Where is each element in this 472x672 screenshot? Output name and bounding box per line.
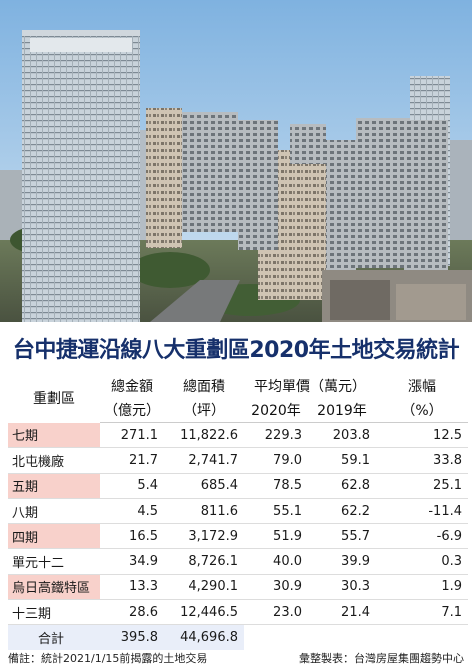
header-amount-line1: 總金額 bbox=[111, 379, 153, 395]
cell-area: 8,726.1 bbox=[164, 548, 244, 575]
total-blank bbox=[244, 624, 308, 650]
land-transaction-table: 重劃區 總金額 總面積 平均單價（萬元） 漲幅 （億元） （坪） 2020年 2… bbox=[8, 374, 468, 650]
cell-change: 25.1 bbox=[376, 473, 468, 499]
cell-price-2019: 59.1 bbox=[308, 447, 376, 474]
cell-amount: 16.5 bbox=[100, 523, 164, 550]
cell-price-2020: 23.0 bbox=[244, 599, 308, 626]
table-row: 烏日高鐵特區 13.3 4,290.1 30.9 30.3 1.9 bbox=[8, 574, 468, 601]
table-row: 北屯機廠 21.7 2,741.7 79.0 59.1 33.8 bbox=[8, 447, 468, 474]
cell-amount: 28.6 bbox=[100, 599, 164, 626]
cell-price-2020: 55.1 bbox=[244, 498, 308, 525]
cell-district: 七期 bbox=[8, 422, 100, 449]
cell-amount: 34.9 bbox=[100, 548, 164, 575]
header-year-2019: 2019年 bbox=[308, 398, 376, 423]
cell-area: 4,290.1 bbox=[164, 574, 244, 601]
cell-price-2020: 40.0 bbox=[244, 548, 308, 575]
total-blank bbox=[308, 624, 376, 650]
cell-change: 12.5 bbox=[376, 422, 468, 449]
total-row: 合計 395.8 44,696.8 bbox=[8, 624, 468, 650]
table-row: 五期 5.4 685.4 78.5 62.8 25.1 bbox=[8, 473, 468, 499]
cell-price-2020: 30.9 bbox=[244, 574, 308, 601]
header-district: 重劃區 bbox=[33, 391, 75, 408]
cell-price-2020: 229.3 bbox=[244, 422, 308, 449]
total-blank bbox=[376, 624, 468, 650]
cell-price-2019: 62.2 bbox=[308, 498, 376, 525]
city-skyline-photo bbox=[0, 0, 472, 322]
cell-area: 12,446.5 bbox=[164, 599, 244, 626]
header-area-line1: 總面積 bbox=[183, 379, 225, 395]
cell-district: 十三期 bbox=[8, 599, 100, 626]
cell-price-2019: 62.8 bbox=[308, 473, 376, 499]
page-title: 台中捷運沿線八大重劃區2020年土地交易統計 bbox=[12, 338, 460, 363]
cell-change: 33.8 bbox=[376, 447, 468, 474]
cell-price-2019: 39.9 bbox=[308, 548, 376, 575]
table-row: 八期 4.5 811.6 55.1 62.2 -11.4 bbox=[8, 498, 468, 525]
cell-price-2019: 55.7 bbox=[308, 523, 376, 550]
cell-district: 五期 bbox=[8, 473, 100, 499]
table-row: 四期 16.5 3,172.9 51.9 55.7 -6.9 bbox=[8, 523, 468, 550]
cell-amount: 271.1 bbox=[100, 422, 164, 449]
cell-price-2019: 30.3 bbox=[308, 574, 376, 601]
header-amount-line2: （億元） bbox=[100, 398, 164, 423]
table-row: 單元十二 34.9 8,726.1 40.0 39.9 0.3 bbox=[8, 548, 468, 575]
cell-change: 1.9 bbox=[376, 574, 468, 601]
cell-price-2020: 78.5 bbox=[244, 473, 308, 499]
cell-change: -6.9 bbox=[376, 523, 468, 550]
cell-price-2019: 203.8 bbox=[308, 422, 376, 449]
cell-amount: 5.4 bbox=[100, 473, 164, 499]
cell-district: 北屯機廠 bbox=[8, 447, 100, 474]
footer-source: 彙整製表：台灣房屋集團趨勢中心 bbox=[299, 652, 464, 665]
cell-district: 四期 bbox=[8, 523, 100, 550]
cell-change: -11.4 bbox=[376, 498, 468, 525]
cell-area: 811.6 bbox=[164, 498, 244, 525]
header-avg-price: 平均單價（萬元） bbox=[254, 379, 366, 395]
cell-area: 685.4 bbox=[164, 473, 244, 499]
cell-district: 八期 bbox=[8, 498, 100, 525]
total-amount: 395.8 bbox=[100, 624, 164, 650]
cell-amount: 13.3 bbox=[100, 574, 164, 601]
cell-price-2019: 21.4 bbox=[308, 599, 376, 626]
cell-change: 7.1 bbox=[376, 599, 468, 626]
header-area-line2: （坪） bbox=[164, 398, 244, 423]
cell-district: 烏日高鐵特區 bbox=[8, 574, 100, 601]
footer: 備註：統計2021/1/15前揭露的土地交易 彙整製表：台灣房屋集團趨勢中心 bbox=[8, 648, 464, 668]
table-row: 七期 271.1 11,822.6 229.3 203.8 12.5 bbox=[8, 422, 468, 449]
total-label: 合計 bbox=[8, 624, 100, 650]
cell-amount: 21.7 bbox=[100, 447, 164, 474]
cell-area: 11,822.6 bbox=[164, 422, 244, 449]
cell-amount: 4.5 bbox=[100, 498, 164, 525]
header-year-2020: 2020年 bbox=[244, 398, 308, 423]
total-area: 44,696.8 bbox=[164, 624, 244, 650]
header-change-line2: （%） bbox=[376, 398, 468, 423]
cell-change: 0.3 bbox=[376, 548, 468, 575]
table-row: 十三期 28.6 12,446.5 23.0 21.4 7.1 bbox=[8, 599, 468, 626]
cell-price-2020: 51.9 bbox=[244, 523, 308, 550]
cell-area: 2,741.7 bbox=[164, 447, 244, 474]
footer-note: 備註：統計2021/1/15前揭露的土地交易 bbox=[8, 652, 208, 665]
header-change-line1: 漲幅 bbox=[408, 379, 436, 395]
cell-district: 單元十二 bbox=[8, 548, 100, 575]
cell-area: 3,172.9 bbox=[164, 523, 244, 550]
cell-price-2020: 79.0 bbox=[244, 447, 308, 474]
